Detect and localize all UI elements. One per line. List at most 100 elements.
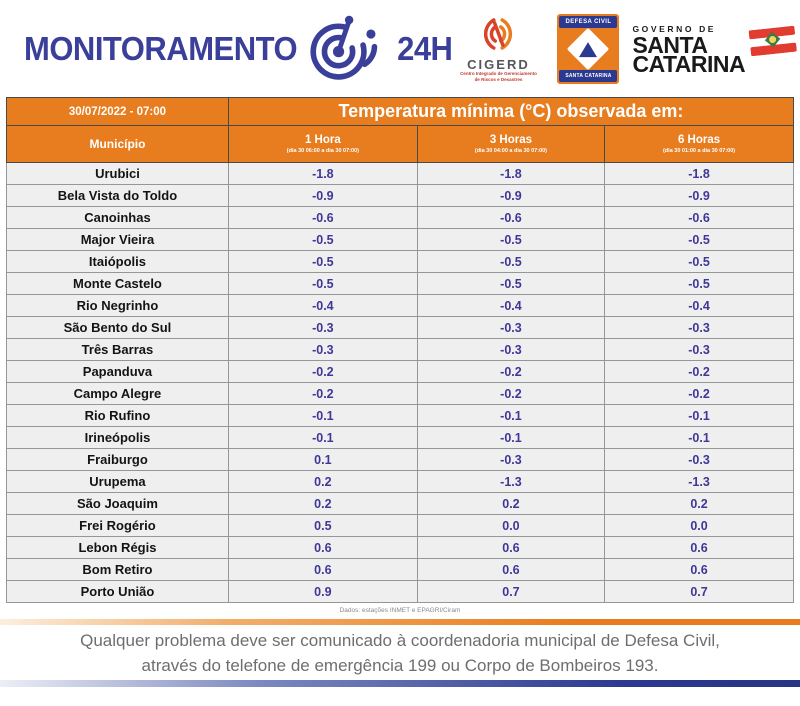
municipality-name: Itaiópolis	[6, 250, 229, 273]
orange-divider-bar	[0, 619, 800, 625]
cigerd-subtitle-line2: de Riscos e Desastres	[474, 76, 523, 82]
temp-1h-value: 0.9	[227, 580, 418, 603]
table-header-row-2: Município 1 Hora (dia 30 06:00 a dia 30 …	[6, 125, 794, 163]
temp-1h-value: -0.1	[227, 426, 418, 449]
footer-line-1: Qualquer problema deve ser comunicado à …	[80, 630, 720, 650]
temp-3h-value: 0.7	[416, 580, 606, 603]
temp-6h-value: 0.2	[604, 492, 794, 515]
temp-3h-value: 0.6	[416, 558, 606, 581]
temp-3h-value: -0.5	[416, 272, 606, 295]
temp-1h-value: -0.5	[227, 228, 418, 251]
governo-de-label: GOVERNO DE	[632, 23, 717, 34]
temp-1h-value: -0.2	[227, 382, 418, 405]
temp-3h-value: -0.2	[416, 360, 606, 383]
defesa-civil-banner-top: DEFESA CIVIL	[559, 15, 618, 28]
temp-1h-value: 0.6	[227, 536, 418, 559]
brand: MONITORAMENTO 24H	[24, 8, 453, 89]
temp-6h-value: 0.0	[604, 514, 794, 537]
table-row: Bela Vista do Toldo -0.9 -0.9 -0.9	[6, 184, 794, 207]
governo-sc-logo: GOVERNO DE SANTA CATARINA	[632, 23, 798, 76]
blue-bottom-bar	[0, 680, 800, 687]
municipality-name: Monte Castelo	[6, 272, 229, 295]
table-row: Fraiburgo 0.1 -0.3 -0.3	[6, 448, 794, 471]
table-row: São Joaquim 0.2 0.2 0.2	[6, 492, 794, 515]
column-header-1h: 1 Hora (dia 30 06:00 a dia 30 07:00)	[227, 125, 418, 163]
municipality-name: Porto União	[6, 580, 229, 603]
temp-6h-value: -0.2	[604, 360, 794, 383]
temp-3h-value: -0.6	[416, 206, 606, 229]
municipality-name: Bela Vista do Toldo	[6, 184, 229, 207]
temp-6h-value: -1.3	[604, 470, 794, 493]
temp-1h-value: 0.6	[227, 558, 418, 581]
municipality-name: Lebon Régis	[6, 536, 229, 559]
sc-flag-icon	[748, 25, 798, 61]
table-row: Rio Negrinho -0.4 -0.4 -0.4	[6, 294, 794, 317]
temp-1h-value: 0.2	[227, 492, 418, 515]
temp-1h-value: 0.2	[227, 470, 418, 493]
radar-24h-icon	[309, 8, 385, 89]
governo-sc-wordmark: GOVERNO DE SANTA CATARINA	[632, 23, 745, 76]
temp-3h-value: -0.1	[416, 426, 606, 449]
temp-3h-value: -0.5	[416, 228, 606, 251]
temp-1h-value: -1.8	[227, 162, 418, 185]
temp-1h-value: -0.3	[227, 316, 418, 339]
temp-1h-value: -0.5	[227, 272, 418, 295]
municipio-column-header: Município	[6, 125, 229, 163]
column-header-3h: 3 Horas (dia 30 04:00 a dia 30 07:00)	[416, 125, 606, 163]
temp-6h-value: -0.4	[604, 294, 794, 317]
temp-1h-value: -0.9	[227, 184, 418, 207]
temp-6h-value: -0.1	[604, 404, 794, 427]
temp-1h-value: -0.5	[227, 250, 418, 273]
temp-1h-value: -0.3	[227, 338, 418, 361]
temp-6h-value: -0.5	[604, 228, 794, 251]
column-label-3h: 3 Horas	[489, 133, 533, 146]
municipality-name: Frei Rogério	[6, 514, 229, 537]
table-row: Canoinhas -0.6 -0.6 -0.6	[6, 206, 794, 229]
temp-3h-value: 0.6	[416, 536, 606, 559]
logo-group: CIGERD Centro Integrado de Gerenciamento…	[452, 13, 798, 84]
table-row: Itaiópolis -0.5 -0.5 -0.5	[6, 250, 794, 273]
defesa-civil-logo: DEFESA CIVIL SANTA CATARINA	[557, 13, 620, 84]
temp-3h-value: -1.8	[416, 162, 606, 185]
temp-3h-value: -0.9	[416, 184, 606, 207]
temp-1h-value: -0.2	[227, 360, 418, 383]
municipality-name: São Joaquim	[6, 492, 229, 515]
temperature-table-wrap: 30/07/2022 - 07:00 Temperatura mínima (°…	[6, 97, 795, 619]
temp-6h-value: 0.6	[604, 536, 794, 559]
table-row: Urubici -1.8 -1.8 -1.8	[6, 162, 794, 185]
table-row: Monte Castelo -0.5 -0.5 -0.5	[6, 272, 794, 295]
municipality-name: Rio Rufino	[6, 404, 229, 427]
municipality-name: Papanduva	[6, 360, 229, 383]
temp-3h-value: -0.3	[416, 448, 606, 471]
municipality-name: Campo Alegre	[6, 382, 229, 405]
column-range-3h: (dia 30 04:00 a dia 30 07:00)	[474, 147, 548, 154]
temp-6h-value: -0.1	[604, 426, 794, 449]
table-row: Lebon Régis 0.6 0.6 0.6	[6, 536, 794, 559]
temp-1h-value: 0.5	[227, 514, 418, 537]
temp-3h-value: -0.3	[416, 316, 606, 339]
source-note: Dados: estações INMET e EPAGRI/Ciram	[6, 603, 794, 619]
temp-6h-value: -0.3	[604, 448, 794, 471]
table-row: Campo Alegre -0.2 -0.2 -0.2	[6, 382, 794, 405]
temp-3h-value: 0.2	[416, 492, 606, 515]
municipality-name: Urupema	[6, 470, 229, 493]
table-row: Porto União 0.9 0.7 0.7	[6, 580, 794, 603]
brand-24h-label: 24H	[397, 29, 453, 67]
defesa-civil-triangle-icon	[579, 41, 598, 57]
table-row: Irineópolis -0.1 -0.1 -0.1	[6, 426, 794, 449]
temp-6h-value: -0.5	[604, 250, 794, 273]
temp-6h-value: -0.5	[604, 272, 794, 295]
footer-message: Qualquer problema deve ser comunicado à …	[0, 625, 800, 680]
temp-3h-value: -0.3	[416, 338, 606, 361]
table-row: Urupema 0.2 -1.3 -1.3	[6, 470, 794, 493]
municipality-name: Urubici	[6, 162, 229, 185]
top-header: MONITORAMENTO 24H	[0, 0, 800, 97]
temp-6h-value: -1.8	[604, 162, 794, 185]
cigerd-logo: CIGERD Centro Integrado de Gerenciamento…	[452, 15, 544, 82]
temp-3h-value: -0.1	[416, 404, 606, 427]
temp-6h-value: -0.3	[604, 338, 794, 361]
table-row: Frei Rogério 0.5 0.0 0.0	[6, 514, 794, 537]
municipality-name: Irineópolis	[6, 426, 229, 449]
table-header-row-1: 30/07/2022 - 07:00 Temperatura mínima (°…	[6, 97, 795, 126]
